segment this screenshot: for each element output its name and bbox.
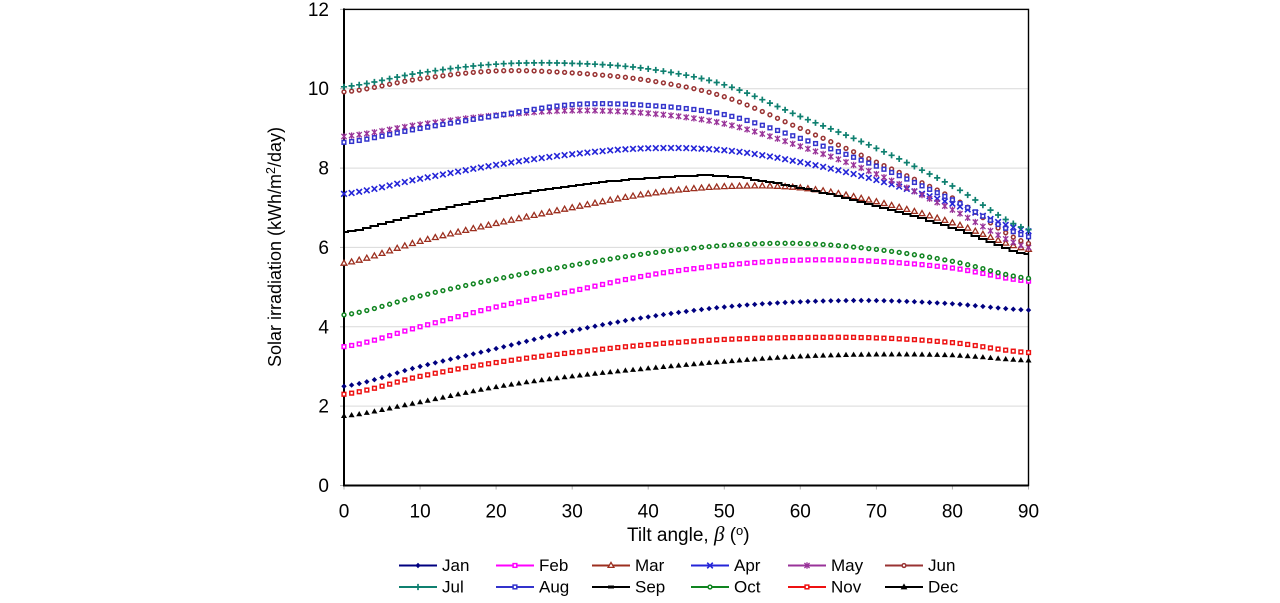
svg-text:60: 60 bbox=[790, 502, 811, 523]
svg-text:6: 6 bbox=[318, 238, 329, 259]
svg-text:Solar irradiation (kWh/m2/day): Solar irradiation (kWh/m2/day) bbox=[264, 127, 285, 367]
svg-text:50: 50 bbox=[714, 502, 735, 523]
svg-text:0: 0 bbox=[339, 502, 350, 523]
svg-text:10: 10 bbox=[308, 79, 329, 100]
svg-text:May: May bbox=[831, 556, 864, 575]
svg-text:Jun: Jun bbox=[928, 556, 955, 575]
svg-text:0: 0 bbox=[318, 476, 329, 497]
svg-text:80: 80 bbox=[942, 502, 963, 523]
svg-text:10: 10 bbox=[410, 502, 431, 523]
svg-text:90: 90 bbox=[1018, 502, 1039, 523]
svg-text:Oct: Oct bbox=[734, 578, 761, 597]
svg-text:Tilt angle, β (o): Tilt angle, β (o) bbox=[627, 522, 750, 546]
svg-text:4: 4 bbox=[318, 317, 329, 338]
svg-text:12: 12 bbox=[308, 0, 329, 21]
svg-text:40: 40 bbox=[638, 502, 659, 523]
svg-text:2: 2 bbox=[318, 397, 329, 418]
svg-text:Feb: Feb bbox=[539, 556, 568, 575]
svg-text:Dec: Dec bbox=[928, 578, 959, 597]
svg-text:8: 8 bbox=[318, 159, 329, 180]
svg-text:Jul: Jul bbox=[442, 578, 464, 597]
svg-text:Jan: Jan bbox=[442, 556, 469, 575]
svg-text:30: 30 bbox=[562, 502, 583, 523]
svg-text:Mar: Mar bbox=[635, 556, 665, 575]
svg-text:20: 20 bbox=[486, 502, 507, 523]
svg-text:Aug: Aug bbox=[539, 578, 569, 597]
svg-text:Nov: Nov bbox=[831, 578, 862, 597]
svg-text:Apr: Apr bbox=[734, 556, 761, 575]
svg-text:70: 70 bbox=[866, 502, 887, 523]
svg-text:Sep: Sep bbox=[635, 578, 665, 597]
